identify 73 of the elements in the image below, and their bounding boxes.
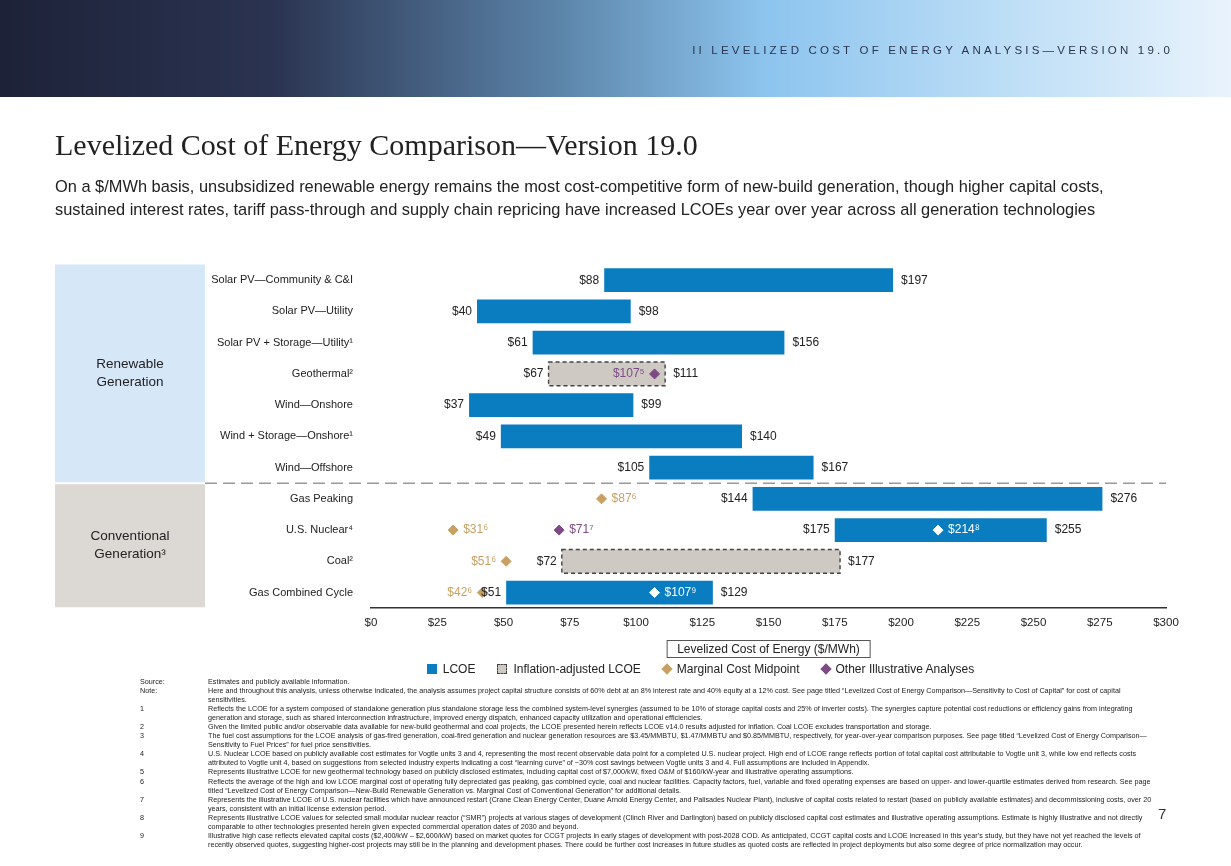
data-label: $71⁷ bbox=[569, 522, 594, 537]
data-label: $87⁶ bbox=[611, 491, 637, 506]
y-tick-label: Solar PV—Community & C&I bbox=[211, 273, 353, 286]
bar bbox=[506, 580, 713, 605]
x-tick-label: $25 bbox=[427, 616, 447, 629]
text: $175 bbox=[803, 522, 830, 537]
y-tick-label: Solar PV—Utility bbox=[271, 304, 354, 317]
text: $37 bbox=[444, 397, 465, 412]
bar bbox=[532, 330, 785, 355]
bar bbox=[477, 299, 631, 324]
text: $99 bbox=[641, 397, 662, 412]
text: $197 bbox=[901, 272, 928, 287]
x-tick-label: $0 bbox=[364, 616, 378, 629]
text: $67 bbox=[523, 366, 544, 381]
bar bbox=[604, 268, 894, 293]
x-tick-label: $300 bbox=[1153, 616, 1179, 629]
text: 7 bbox=[1158, 805, 1167, 822]
text: $105 bbox=[617, 459, 645, 474]
data-label: $214⁸ bbox=[948, 522, 980, 537]
y-tick-label: Wind—Offshore bbox=[274, 460, 353, 473]
legend-label: Marginal Cost Midpoint bbox=[676, 662, 800, 676]
text: $177 bbox=[848, 553, 875, 568]
text: $61 bbox=[507, 335, 528, 349]
bar bbox=[649, 455, 814, 480]
data-label: $42⁶ bbox=[447, 584, 473, 599]
data-label: $107⁹ bbox=[664, 584, 697, 599]
chart-title: Levelized Cost of Energy Comparison—Version 19.0 bbox=[55, 128, 698, 162]
x-tick-label: $200 bbox=[888, 616, 914, 629]
text: II LEVELIZED COST OF ENERGY ANALYSIS—VERSION 19.0 bbox=[692, 44, 1173, 56]
data-label: $31⁶ bbox=[463, 522, 489, 537]
bar bbox=[834, 518, 1047, 542]
y-tick-label: Wind—Onshore bbox=[274, 398, 353, 411]
y-tick-label: Gas Peaking bbox=[290, 491, 353, 504]
bar bbox=[752, 487, 1103, 511]
text: $276 bbox=[1110, 491, 1138, 506]
x-tick-label: $225 bbox=[954, 616, 981, 629]
legend-label: Other Illustrative Analyses bbox=[835, 662, 975, 676]
y-tick-label: Solar PV + Storage—Utility¹ bbox=[216, 335, 354, 348]
text: Renewable Generation bbox=[96, 356, 164, 390]
bar bbox=[500, 424, 742, 449]
data-label: $107⁵ bbox=[612, 366, 645, 381]
x-tick-label: $100 bbox=[623, 616, 649, 629]
y-tick-label: Coal² bbox=[326, 554, 354, 567]
y-tick-label: Wind + Storage—Onshore¹ bbox=[220, 429, 354, 442]
data-label: $51⁶ bbox=[471, 553, 497, 568]
y-tick-label: Gas Combined Cycle bbox=[249, 585, 353, 598]
text: $98 bbox=[638, 303, 659, 318]
text: $88 bbox=[579, 272, 600, 287]
text: $144 bbox=[720, 491, 748, 506]
x-tick-label: $250 bbox=[1020, 616, 1047, 629]
y-tick-label: Geothermal² bbox=[291, 366, 354, 379]
bar bbox=[469, 393, 634, 418]
x-tick-label: $275 bbox=[1086, 616, 1113, 629]
text: $40 bbox=[451, 303, 472, 318]
chart-subtitle: On a $/MWh basis, unsubsidized renewable energy remains the most cost-competitive form of new-build generation, though higher capital costs, sustained interest rates, tariff pass-through and supply chain repricing have increased LCOEs year over year across all generation technologies bbox=[55, 176, 1105, 220]
text: Conventional Generation³ bbox=[90, 528, 170, 562]
text: $167 bbox=[821, 459, 849, 474]
legend-label: Inflation-adjusted LCOE bbox=[513, 662, 641, 676]
y-tick-label: U.S. Nuclear⁴ bbox=[285, 523, 354, 536]
x-tick-label: $150 bbox=[755, 616, 782, 629]
text: $129 bbox=[720, 584, 748, 599]
x-tick-label: $125 bbox=[689, 616, 716, 629]
x-axis-title: Levelized Cost of Energy ($/MWh) bbox=[666, 640, 871, 658]
text: $49 bbox=[475, 428, 496, 443]
text: $255 bbox=[1054, 522, 1082, 537]
x-tick-label: $75 bbox=[560, 616, 580, 629]
text: $72 bbox=[536, 553, 557, 568]
x-tick-label: $175 bbox=[821, 616, 848, 629]
x-tick-label: $50 bbox=[493, 616, 514, 629]
legend-label: LCOE bbox=[442, 662, 476, 676]
text: $140 bbox=[750, 428, 777, 443]
text: $111 bbox=[673, 366, 699, 381]
text: $156 bbox=[792, 335, 820, 349]
